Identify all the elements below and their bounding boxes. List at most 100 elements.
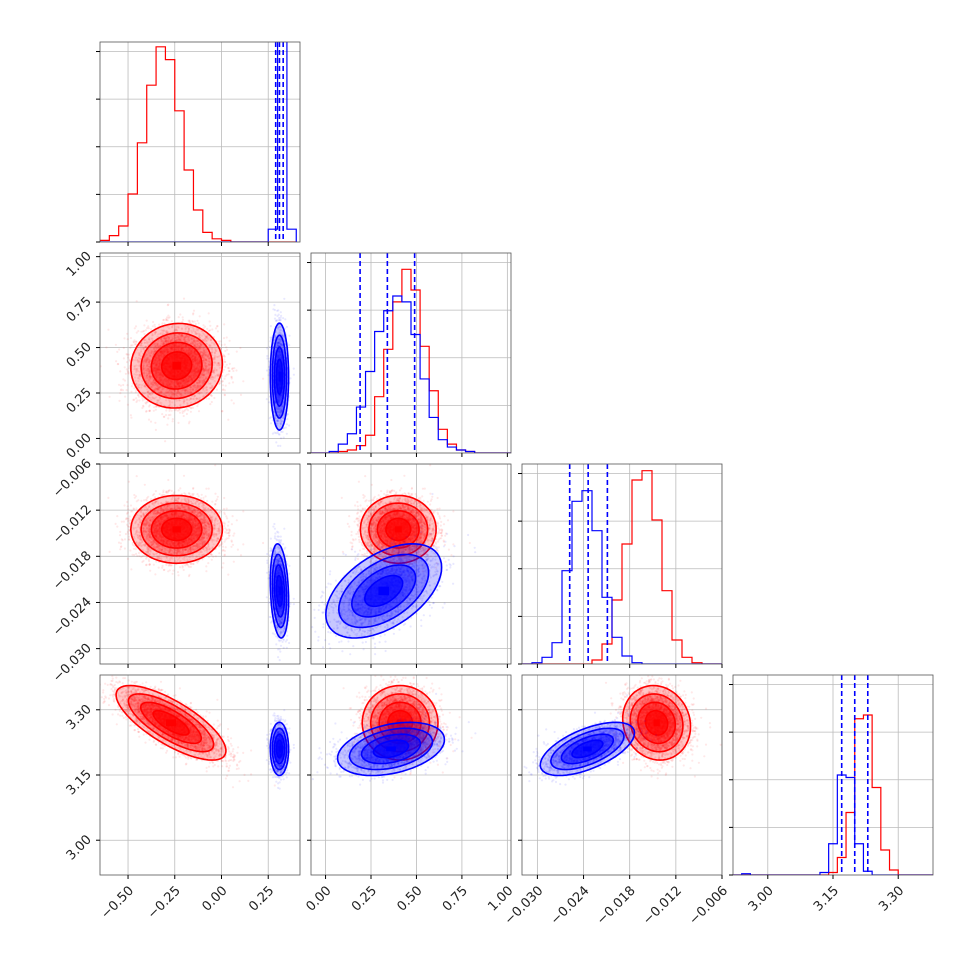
sample-point bbox=[171, 393, 174, 396]
sample-point bbox=[191, 378, 194, 381]
sample-point bbox=[134, 391, 137, 394]
sample-point bbox=[161, 322, 164, 325]
sample-point bbox=[181, 318, 185, 321]
sample-point bbox=[194, 345, 197, 348]
sample-point bbox=[224, 349, 227, 353]
sample-point bbox=[165, 339, 168, 342]
sample-point bbox=[191, 351, 194, 354]
sample-point bbox=[198, 346, 201, 349]
sample-point bbox=[220, 346, 223, 349]
sample-point bbox=[153, 330, 156, 334]
sample-point bbox=[147, 395, 150, 398]
sample-point bbox=[166, 304, 169, 307]
sample-point bbox=[177, 339, 180, 342]
sample-point bbox=[147, 382, 150, 385]
sample-point bbox=[122, 346, 125, 350]
sample-point bbox=[121, 389, 125, 392]
sample-point bbox=[207, 329, 210, 332]
sample-point bbox=[187, 336, 190, 340]
sample-point bbox=[142, 373, 145, 376]
sample-point bbox=[154, 365, 157, 368]
sample-point bbox=[165, 380, 168, 383]
sample-point bbox=[167, 381, 170, 384]
sample-point bbox=[163, 353, 166, 356]
sample-point bbox=[187, 353, 191, 357]
sample-point bbox=[154, 373, 158, 376]
sample-point bbox=[135, 400, 138, 404]
sample-point bbox=[173, 344, 176, 347]
sample-point bbox=[165, 347, 168, 350]
sample-point bbox=[225, 363, 228, 366]
sample-point bbox=[202, 373, 206, 376]
sample-point bbox=[177, 348, 180, 351]
sample-point bbox=[159, 332, 163, 335]
sample-point bbox=[200, 391, 203, 394]
sample-point bbox=[213, 356, 216, 359]
sample-point bbox=[182, 379, 185, 382]
sample-point bbox=[134, 367, 137, 370]
sample-point bbox=[184, 392, 187, 395]
sample-point bbox=[181, 385, 184, 388]
sample-point bbox=[178, 399, 181, 402]
sample-point bbox=[159, 368, 162, 372]
hist-red-3 bbox=[733, 714, 933, 875]
sample-point bbox=[212, 361, 215, 364]
sample-point bbox=[136, 359, 139, 362]
sample-point bbox=[269, 422, 273, 425]
axes-frame bbox=[310, 252, 512, 454]
sample-point bbox=[145, 400, 149, 403]
sample-point bbox=[156, 383, 159, 386]
sample-point bbox=[188, 374, 191, 377]
sample-point bbox=[206, 368, 209, 371]
sample-point bbox=[173, 334, 176, 337]
sample-point bbox=[145, 319, 148, 322]
sample-point bbox=[118, 399, 121, 402]
sample-point bbox=[277, 454, 279, 456]
sample-point bbox=[151, 344, 154, 347]
sample-point bbox=[117, 383, 121, 386]
sample-point bbox=[203, 369, 206, 372]
sample-point bbox=[172, 349, 175, 352]
sample-point bbox=[279, 455, 281, 457]
sample-point bbox=[178, 385, 181, 388]
sample-point bbox=[201, 389, 205, 392]
sample-point bbox=[148, 392, 151, 396]
sample-point bbox=[173, 347, 176, 350]
sample-point bbox=[202, 324, 205, 327]
sample-point bbox=[169, 379, 172, 382]
sample-point bbox=[150, 337, 153, 340]
sample-point bbox=[153, 363, 157, 367]
sample-point bbox=[158, 373, 161, 376]
sample-point bbox=[202, 339, 206, 342]
sample-point bbox=[223, 358, 226, 361]
sample-point bbox=[156, 399, 159, 402]
sample-point bbox=[176, 390, 179, 393]
sample-point bbox=[187, 392, 190, 395]
sample-point bbox=[204, 354, 207, 357]
sample-point bbox=[133, 364, 136, 368]
sample-point bbox=[195, 374, 198, 377]
sample-point bbox=[186, 381, 189, 384]
sample-point bbox=[159, 332, 162, 336]
sample-point bbox=[190, 395, 194, 398]
sample-point bbox=[175, 385, 178, 388]
sample-point bbox=[192, 359, 195, 362]
sample-point bbox=[184, 345, 187, 348]
sample-point bbox=[119, 389, 122, 392]
sample-point bbox=[200, 376, 203, 379]
sample-point bbox=[134, 376, 137, 379]
sample-point bbox=[145, 372, 148, 375]
sample-point bbox=[191, 351, 194, 354]
sample-point bbox=[207, 357, 211, 360]
sample-point bbox=[181, 346, 184, 349]
sample-point bbox=[223, 360, 226, 363]
sample-point bbox=[177, 336, 180, 339]
sample-point bbox=[180, 393, 183, 396]
sample-point bbox=[194, 370, 197, 373]
sample-point bbox=[192, 360, 195, 363]
sample-point bbox=[183, 338, 186, 341]
sample-point bbox=[227, 373, 230, 376]
sample-point bbox=[189, 407, 192, 410]
sample-point bbox=[198, 362, 201, 365]
sample-point bbox=[168, 345, 171, 348]
